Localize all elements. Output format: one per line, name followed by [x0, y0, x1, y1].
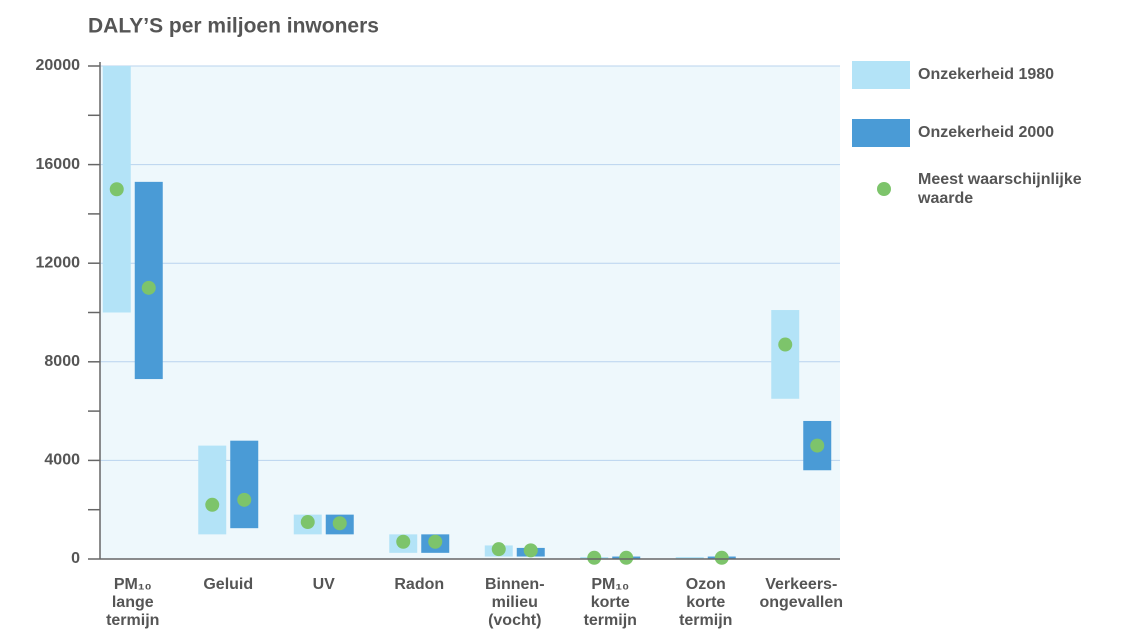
legend-label: Onzekerheid 1980	[918, 66, 1054, 83]
x-tick-label-line: UV	[313, 576, 336, 593]
x-tick-label: Geluid	[203, 576, 253, 593]
x-tick-label: PM₁₀ lange termijn	[106, 576, 159, 629]
x-tick-label: Radon	[394, 576, 444, 593]
best-estimate-dot	[396, 534, 411, 549]
x-tick-label-line: korte	[686, 594, 725, 611]
range-bar	[771, 310, 800, 399]
range-bar	[675, 557, 704, 560]
range-bar	[230, 440, 259, 529]
x-tick-label-line: Radon	[394, 576, 444, 593]
y-tick-label: 16000	[36, 156, 81, 173]
x-tick-label-line: lange	[112, 594, 154, 611]
chart-title: DALY’S per miljoen inwoners	[88, 15, 379, 38]
best-estimate-dot	[237, 492, 252, 507]
y-tick-label: 12000	[36, 254, 81, 271]
best-estimate-dot	[714, 550, 729, 565]
x-tick-label-line: PM₁₀	[114, 576, 152, 593]
y-tick-label: 4000	[44, 452, 80, 469]
best-estimate-dot	[109, 182, 124, 197]
x-tick-label-line: termijn	[584, 612, 637, 629]
x-tick-label: PM₁₀ korte termijn	[584, 576, 637, 629]
best-estimate-dot	[491, 542, 506, 557]
best-estimate-dot	[141, 280, 156, 295]
x-tick-label: Verkeers-ongevallen	[759, 576, 843, 611]
x-tick-label-line: Geluid	[203, 576, 253, 593]
best-estimate-dot	[300, 515, 315, 530]
x-tick-label-line: ongevallen	[759, 594, 843, 611]
y-tick-label: 8000	[44, 353, 80, 370]
legend-swatch	[852, 119, 910, 147]
x-tick-label: Ozon korte termijn	[679, 576, 732, 629]
legend-label: Meest waarschijnlijke waarde	[917, 171, 1082, 207]
x-tick-label-line: milieu	[492, 594, 538, 611]
best-estimate-dot	[810, 438, 825, 453]
x-tick-label-line: PM₁₀	[591, 576, 629, 593]
legend-swatch	[852, 61, 910, 89]
best-estimate-dot	[523, 543, 538, 558]
best-estimate-dot	[619, 550, 634, 565]
y-tick-label: 0	[71, 550, 80, 567]
legend-dot	[877, 182, 891, 196]
x-tick-label-line: (vocht)	[488, 612, 541, 629]
x-tick-label: UV	[313, 576, 336, 593]
x-tick-label-line: Binnen-	[485, 576, 545, 593]
best-estimate-dot	[428, 534, 443, 549]
legend-label: Onzekerheid 2000	[918, 124, 1054, 141]
range-bar	[198, 445, 227, 535]
best-estimate-dot	[587, 550, 602, 565]
best-estimate-dot	[778, 337, 793, 352]
x-tick-label-line: korte	[591, 594, 630, 611]
best-estimate-dot	[332, 516, 347, 531]
x-tick-label-line: termijn	[106, 612, 159, 629]
range-bar	[134, 181, 163, 380]
x-tick-label-line: termijn	[679, 612, 732, 629]
x-tick-label-line: Verkeers-	[765, 576, 837, 593]
x-tick-label-line: Ozon	[686, 576, 726, 593]
x-tick-label: Binnen-milieu (vocht)	[485, 576, 545, 629]
best-estimate-dot	[205, 497, 220, 512]
y-tick-label: 20000	[36, 57, 81, 74]
